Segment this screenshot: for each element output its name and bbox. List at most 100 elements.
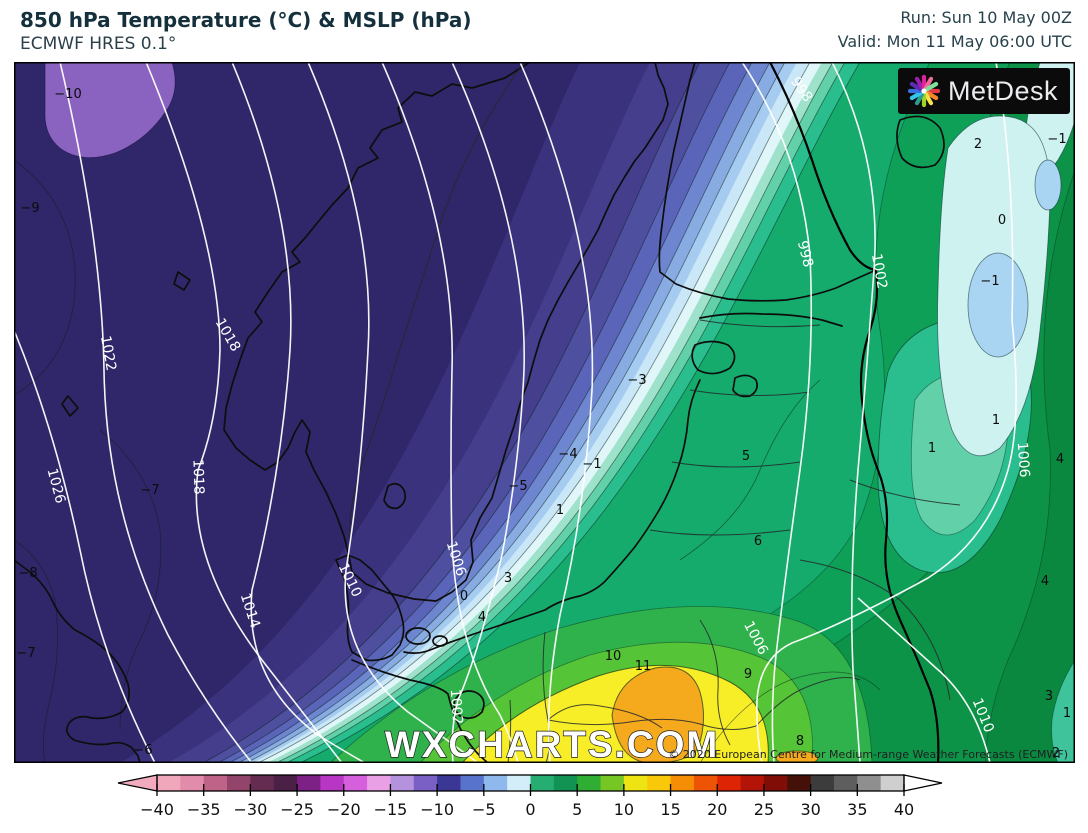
temp-label: 0 [460,589,468,604]
colorbar-tick-label: −10 [420,800,454,819]
colorbar-cell [227,775,251,791]
temp-label: 4 [478,610,486,625]
colorbar-cell [273,775,298,791]
colorbar-cell [810,775,835,791]
colorbar-tick-label: −5 [472,800,496,819]
colorbar-tick-label: 5 [572,800,582,819]
temp-label: 6 [754,534,762,549]
colorbar-tick-label: 20 [707,800,727,819]
temp-label: 3 [504,571,512,586]
temp-label: 1 [992,413,1000,428]
colorbar-cell [787,775,812,791]
colorbar-tick-label: −15 [374,800,408,819]
temp-label: 3 [1045,689,1053,704]
temp-label: −7 [140,483,159,498]
map-border [14,62,1075,763]
colorbar-tick-label: 10 [614,800,634,819]
temp-label: 2 [974,137,982,152]
pinwheel-petal [914,92,925,106]
temp-label: 8 [796,734,804,749]
temp-label: −1 [980,274,999,289]
temp-label: −10 [54,87,81,102]
colorbar-cell [577,775,602,791]
colorbar-tick-label: −35 [187,800,221,819]
colorbar-cell [717,775,742,791]
temp-label: −4 [558,447,577,462]
colorbar-cell [647,775,672,791]
valid-time: Valid: Mon 11 May 06:00 UTC [837,32,1072,51]
colorbar-tick-label: −20 [327,800,361,819]
colorbar-cell [180,775,205,791]
temperature-labels: −10−9−8−7−7−6−5−4−3−1−1−1001111223344456… [16,87,1071,761]
temp-label: −9 [20,201,39,216]
colorbar-cell [367,775,391,791]
colorbar-cell [740,775,765,791]
colorbar-cell [203,775,228,791]
colorbar-cell [553,775,578,791]
temp-label: 1 [1063,706,1071,721]
colorbar-tick-label: 0 [525,800,535,819]
colorbar-tick-label: 40 [894,800,914,819]
colorbar-tick-label: 15 [660,800,680,819]
colorbar-cell [670,775,695,791]
temp-label: 1 [556,503,564,518]
pinwheel-petal [909,90,923,101]
temp-label: 10 [605,649,622,664]
mslp-label: 1002 [868,252,890,290]
colorbar-cell [857,775,882,791]
colorbar-tick-label: −30 [233,800,267,819]
weather-map: 1026 1022 1018 1018 1014 1010 1010 1006 1006 1006… [14,62,1075,763]
temp-label: 1 [928,441,936,456]
mslp-label: 1018 [189,459,206,495]
colorbar-cell [343,775,368,791]
colorbar-cell [320,775,345,791]
mslp-isobars [14,62,1017,763]
run-time: Run: Sun 10 May 00Z [900,8,1072,27]
pinwheel-center [921,88,927,94]
pinwheel-icon [907,74,941,108]
colorbar-cell [483,775,508,791]
colorbar-cells [157,775,905,791]
colorbar-labels: −40 −35 −30 −25 −20 −15 −10 −5 0 5 10 15 20 25 30 35 40 [140,800,914,819]
temp-label: 9 [744,667,752,682]
colorbar-tick-label: 35 [847,800,867,819]
map-copyright: © 2020 European Centre for Medium-range … [668,748,1068,761]
temp-label: −1 [582,457,601,472]
colorbar-cell [390,775,415,791]
pinwheel-petal [914,76,925,90]
colorbar: −40 −35 −30 −25 −20 −15 −10 −5 0 5 10 15 20 25 30 35 40 [117,774,943,819]
colorbar-cell [460,775,485,791]
page-title: 850 hPa Temperature (°C) & MSLP (hPa) [20,8,472,32]
temp-label: 5 [742,449,750,464]
logo-text: MetDesk [947,75,1058,106]
temperature-bands [14,62,1075,763]
temp-label: −5 [508,479,527,494]
temp-label: 11 [635,659,652,674]
temp-label: 0 [998,213,1006,228]
colorbar-cell [157,775,181,791]
pinwheel-petal [925,81,939,92]
temp-label: −8 [18,566,37,581]
temp-label: −7 [16,646,35,661]
pinwheel-petal [923,92,934,106]
colorbar-cell [413,775,438,791]
colorbar-cell [880,775,905,791]
colorbar-cell [507,775,531,791]
temp-label: −3 [627,373,646,388]
colorbar-tick-label: −25 [280,800,314,819]
temp-label: −6 [133,743,152,758]
colorbar-cell [623,775,648,791]
temp-label: 4 [1056,452,1064,467]
pinwheel-petal [925,90,939,101]
colorbar-cell [297,775,321,791]
temp-label: 4 [1041,574,1049,589]
colorbar-cell [530,775,555,791]
mslp-label: 1006 [1014,441,1032,478]
mslp-label: 998 [794,239,816,269]
colorbar-tick-label: −40 [140,800,174,819]
temp-label: 2 [1052,746,1060,761]
metdesk-logo: MetDesk [897,68,1070,114]
colorbar-cell [437,775,461,791]
colorbar-left-arrow [117,774,158,792]
